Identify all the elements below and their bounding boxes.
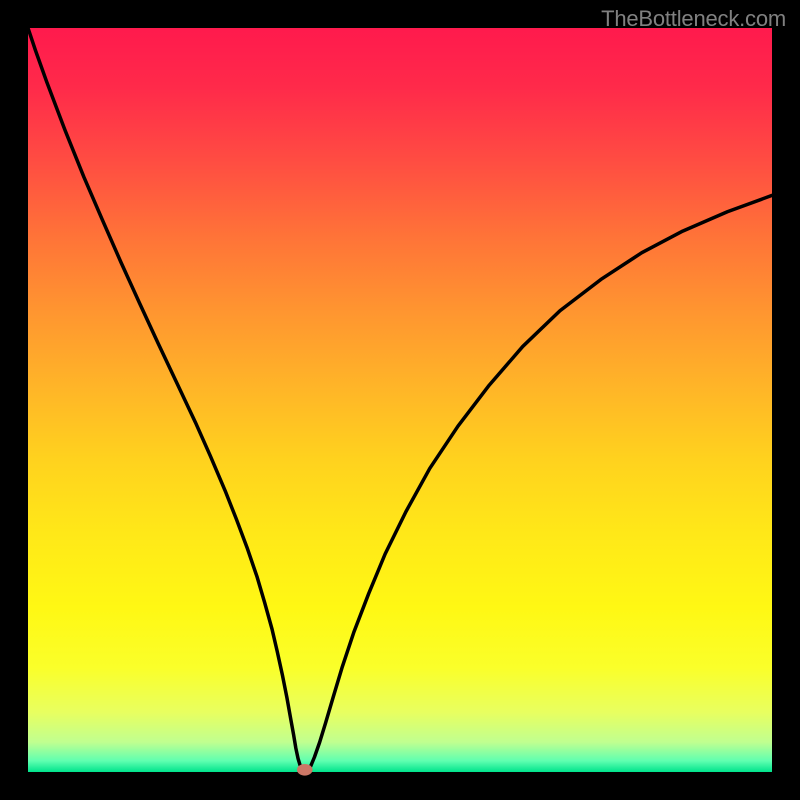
- chart-svg: [0, 0, 800, 800]
- plot-background: [28, 28, 772, 772]
- minimum-marker: [297, 764, 313, 776]
- bottleneck-chart: TheBottleneck.com: [0, 0, 800, 800]
- watermark-text: TheBottleneck.com: [601, 6, 786, 32]
